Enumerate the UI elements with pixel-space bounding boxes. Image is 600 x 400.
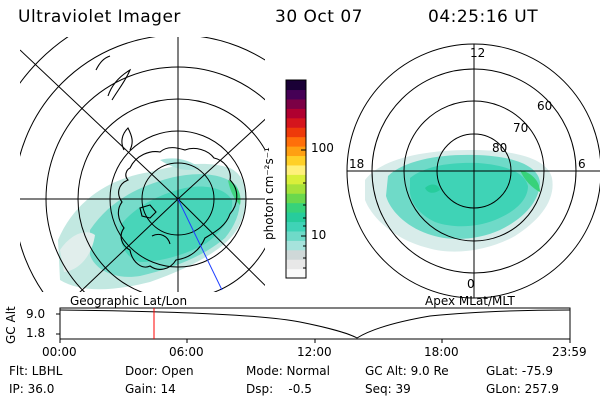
geographic-map [20,37,265,292]
x-tick-2359: 23:59 [552,345,587,359]
colorbar-tick-100: 100 [311,141,334,155]
ip-value: IP: 36.0 [9,382,55,396]
magnetic-caption: Apex MLat/MLT [425,294,515,308]
door-status: Door: Open [125,364,194,378]
y-tick-9: 9.0 [26,307,46,321]
aurora-emission-geographic [58,158,247,290]
altitude-curve [59,309,571,339]
observation-date: 30 Oct 07 [275,7,363,27]
colorbar-band [286,108,306,119]
colorbar-frame [285,79,307,279]
longitude-meridians [20,37,265,292]
dsp-value: Dsp: -0.5 [246,382,312,396]
colorbar-band [286,202,306,213]
y-tick-1-8: 1.8 [26,326,46,340]
colorbar-band [286,183,306,194]
colorbar-band [286,221,306,232]
glon-value: GLon: 257.9 [486,382,559,396]
gain-value: Gain: 14 [125,382,176,396]
colorbar-band [286,212,306,223]
observation-time: 04:25:16 UT [428,7,539,27]
colorbar-band [286,146,306,157]
timeline-ticks [56,313,571,343]
colorbar-band [286,80,306,91]
colorbar-band [286,155,306,166]
gc-alt-axis-label: GC Alt [4,306,18,344]
aurora-emission-magnetic [365,150,553,252]
mlt-label-0: 0 [467,277,475,291]
colorbar-band [286,136,306,147]
colorbar-band [286,98,306,109]
mode-value: Mode: Normal [246,364,330,378]
mlat-label-80: 80 [492,141,508,155]
colorbar-tick-10: 10 [311,228,327,242]
timeline-frame [59,307,571,340]
x-tick-0000: 00:00 [42,345,77,359]
sequence-value: Seq: 39 [365,382,411,396]
x-tick-0600: 06:00 [169,345,204,359]
mlt-label-12: 12 [470,46,486,60]
coastline-outline [95,55,238,270]
mlt-label-6: 6 [578,157,586,171]
mlt-label-18: 18 [349,157,365,171]
mlat-label-70: 70 [513,121,529,135]
colorbar-unit-label: photon cm⁻²s⁻¹ [262,147,276,240]
colorbar-band [286,164,306,175]
colorbar-band [286,240,306,251]
colorbar-band [286,127,306,138]
filter-value: Flt: LBHL [9,364,63,378]
instrument-title: Ultraviolet Imager [18,7,181,27]
orbit-altitude-plot [56,307,571,343]
magnetic-map [346,43,600,299]
colorbar-band [286,193,306,204]
satellite-ground-track [177,198,223,291]
geographic-caption: Geographic Lat/Lon [70,294,188,308]
x-tick-1200: 12:00 [297,345,332,359]
colorbar-band [286,268,306,279]
glat-value: GLat: -75.9 [486,364,553,378]
mlat-label-60: 60 [537,99,553,113]
colorbar-band [286,249,306,260]
colorbar-band [286,89,306,100]
intensity-colorbar [286,80,306,279]
colorbar-band [286,230,306,241]
x-tick-1800: 18:00 [424,345,459,359]
mlt-axes [347,44,600,298]
colorbar-band [286,174,306,185]
gc-altitude-value: GC Alt: 9.0 Re [365,364,449,378]
colorbar-ticks [301,149,306,269]
colorbar-band [286,117,306,128]
colorbar-band [286,259,306,270]
